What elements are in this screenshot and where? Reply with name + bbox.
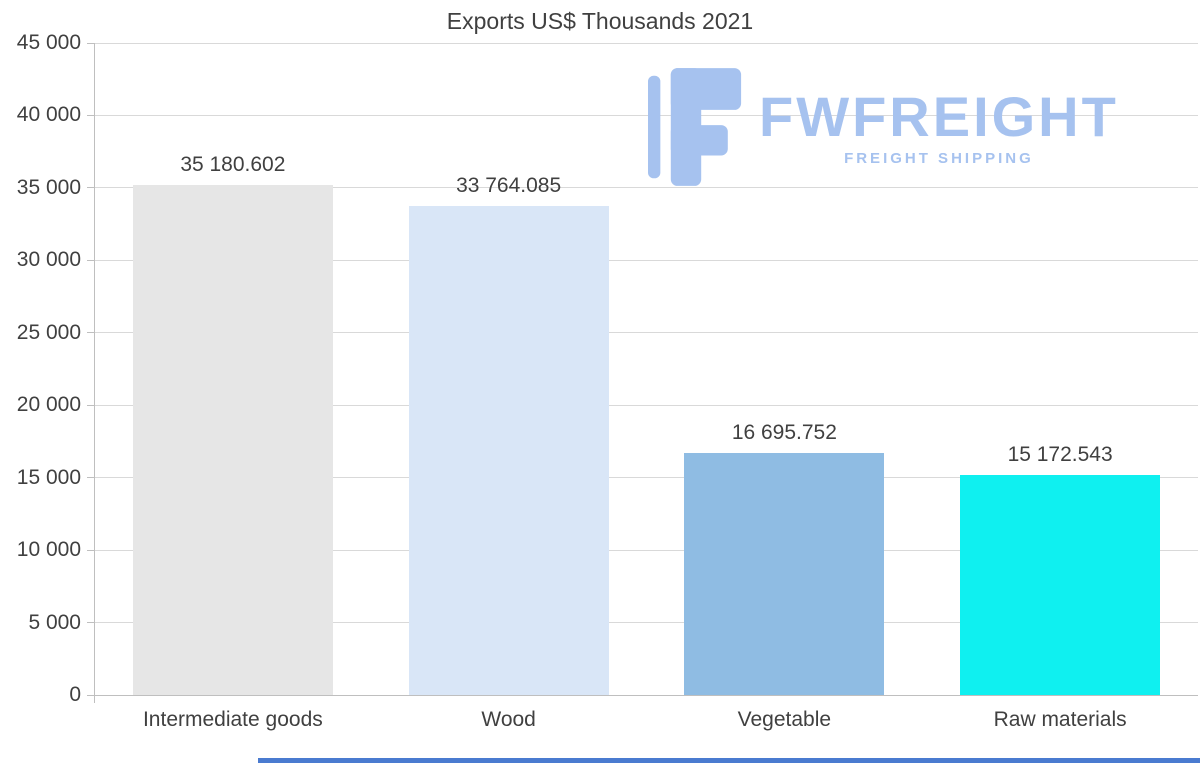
y-axis-tick (87, 694, 95, 696)
bar-value-label: 33 764.085 (456, 173, 562, 197)
gridline (95, 259, 1198, 261)
category-label: Intermediate goods (142, 708, 323, 731)
bar (960, 475, 1161, 695)
y-axis-label: 35 000 (16, 175, 81, 199)
y-axis-label: 15 000 (16, 465, 81, 489)
y-axis-line (94, 43, 95, 703)
bar-value-label: 16 695.752 (731, 421, 837, 445)
gridline (95, 332, 1198, 334)
y-axis-label: 0 (69, 683, 81, 706)
y-axis-tick (87, 259, 95, 261)
y-axis-label: 45 000 (16, 31, 81, 54)
gridline (95, 477, 1198, 479)
gridline (95, 187, 1198, 189)
y-axis-label: 25 000 (16, 320, 81, 344)
gridline (95, 114, 1198, 116)
gridline (95, 622, 1198, 624)
y-axis-label: 40 000 (16, 103, 81, 127)
chart-title: Exports US$ Thousands 2021 (446, 8, 754, 34)
y-axis-tick (87, 187, 95, 189)
y-axis-label: 5 000 (28, 610, 81, 634)
y-axis-tick (87, 549, 95, 551)
bar (132, 185, 333, 695)
category-label: Wood (481, 708, 536, 731)
bar (408, 205, 609, 695)
bar (684, 453, 885, 695)
gridline (95, 42, 1198, 44)
y-axis-label: 30 000 (16, 248, 81, 272)
bar-value-label: 15 172.543 (1007, 443, 1113, 467)
category-label: Raw materials (993, 708, 1127, 731)
gridline (95, 549, 1198, 551)
x-axis-baseline (95, 694, 1198, 696)
y-axis-tick (87, 114, 95, 116)
y-axis-tick (87, 404, 95, 406)
y-axis-tick (87, 42, 95, 44)
y-axis-tick (87, 332, 95, 334)
y-axis-tick (87, 622, 95, 624)
bottom-accent-bar (258, 758, 1200, 763)
y-axis-label: 10 000 (16, 538, 81, 562)
gridline (95, 404, 1198, 406)
category-label: Vegetable (737, 708, 832, 731)
y-axis-tick (87, 477, 95, 479)
y-axis-label: 20 000 (16, 393, 81, 417)
bar-value-label: 35 180.602 (180, 153, 286, 177)
